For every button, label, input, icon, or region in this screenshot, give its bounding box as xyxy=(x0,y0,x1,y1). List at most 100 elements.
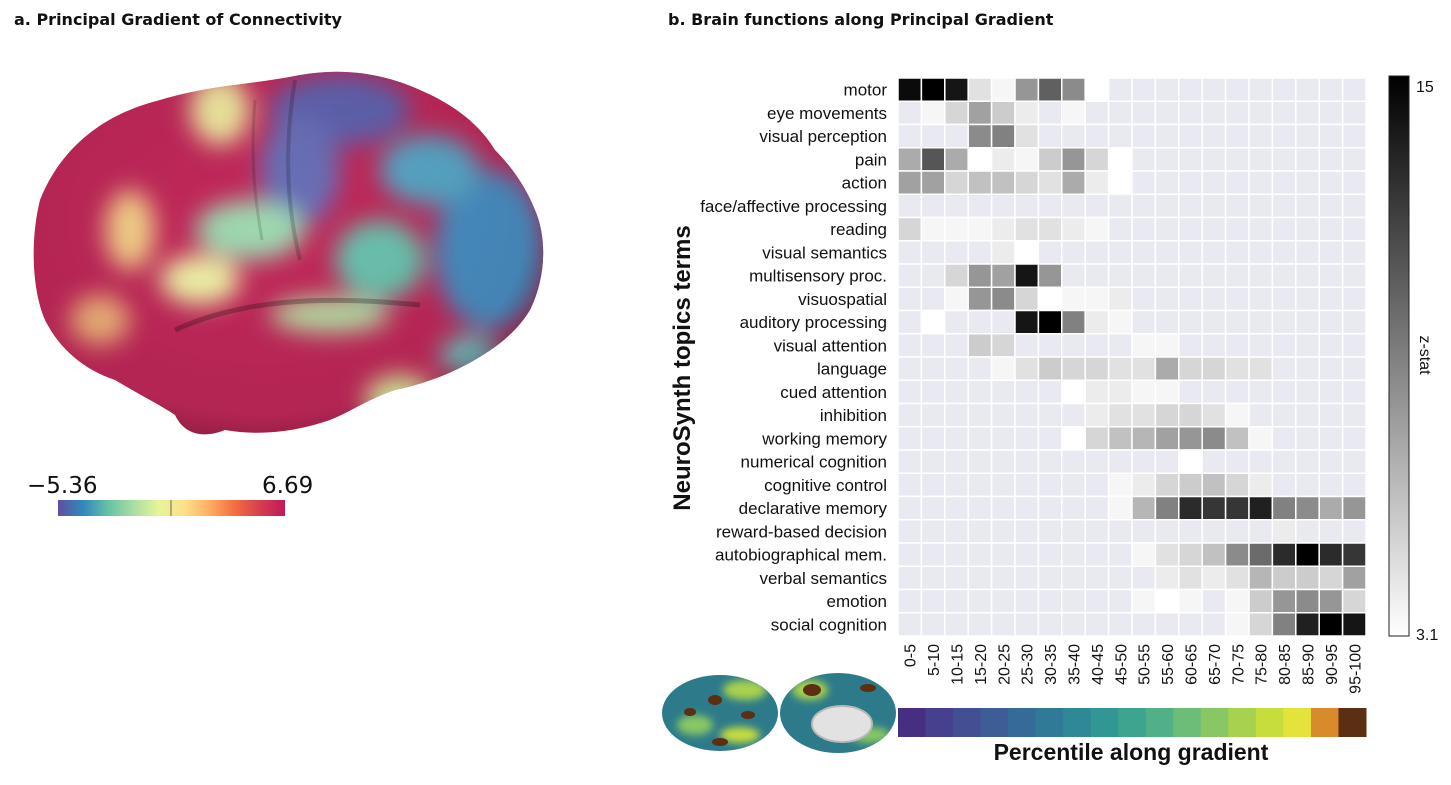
column-tick-label: 15-20 xyxy=(973,644,990,685)
heatmap-cell xyxy=(1131,356,1157,381)
heatmap-cell xyxy=(1201,100,1227,126)
heatmap-cell xyxy=(990,100,1016,126)
column-tick-label: 70-75 xyxy=(1230,644,1247,685)
heatmap-cell xyxy=(1318,309,1344,335)
heatmap-cell xyxy=(1178,495,1203,521)
heatmap-cell xyxy=(990,263,1016,288)
heatmap-cell xyxy=(1341,240,1367,265)
heatmap-cell xyxy=(897,309,923,335)
heatmap-cell xyxy=(1014,286,1040,312)
heatmap-cell xyxy=(1224,426,1250,451)
heatmap-cell xyxy=(1341,472,1367,498)
heatmap-cell xyxy=(920,588,946,614)
heatmap-cell xyxy=(990,193,1016,219)
heatmap-cell xyxy=(1295,263,1320,288)
percentile-swatch xyxy=(1063,708,1092,737)
heatmap-cell xyxy=(1201,449,1227,474)
heatmap-cell xyxy=(1178,77,1203,102)
column-tick-label: 75-80 xyxy=(1254,644,1271,685)
heatmap-cell xyxy=(967,356,993,381)
heatmap-cell xyxy=(1271,333,1297,358)
heatmap-cell xyxy=(1224,333,1250,358)
heatmap-cell xyxy=(1178,472,1203,498)
heatmap-cell xyxy=(897,263,923,288)
heatmap-cell xyxy=(1341,612,1367,637)
heatmap-cell xyxy=(944,565,969,591)
heatmap-cell xyxy=(967,240,993,265)
heatmap-cell xyxy=(1271,519,1297,544)
heatmap-cell xyxy=(944,240,969,265)
column-tick-label: 25-30 xyxy=(1020,644,1037,685)
heatmap-cell xyxy=(1014,147,1040,172)
heatmap-cell xyxy=(990,170,1016,195)
percentile-swatch xyxy=(1228,708,1257,737)
heatmap-cell xyxy=(1154,170,1180,195)
heatmap-cell xyxy=(1341,356,1367,381)
heatmap-cell xyxy=(1318,77,1344,102)
heatmap-cell xyxy=(967,286,993,312)
heatmap-cell xyxy=(1271,356,1297,381)
colorbar-a-max-label: 6.69 xyxy=(262,473,313,499)
heatmap-cell xyxy=(1201,263,1227,288)
heatmap-cell xyxy=(897,588,923,614)
heatmap-cell xyxy=(1271,123,1297,149)
heatmap-cell xyxy=(1061,286,1086,312)
heatmap-cell xyxy=(967,449,993,474)
heatmap-cell xyxy=(1201,379,1227,405)
heatmap-cell xyxy=(1248,309,1274,335)
heatmap-cell xyxy=(897,612,923,637)
heatmap-cell xyxy=(1271,216,1297,242)
heatmap-cell xyxy=(1014,495,1040,521)
heatmap-cell xyxy=(1084,356,1110,381)
heatmap-cell xyxy=(1295,123,1320,149)
row-label: cued attention xyxy=(780,383,887,402)
heatmap-cell xyxy=(1178,519,1203,544)
heatmap-cell xyxy=(1131,449,1157,474)
column-tick-label: 65-70 xyxy=(1207,644,1224,685)
column-tick-label: 0-5 xyxy=(903,644,920,667)
heatmap-cell xyxy=(1295,449,1320,474)
heatmap-cell xyxy=(944,100,969,126)
heatmap-cell xyxy=(1061,147,1086,172)
heatmap-cell xyxy=(1295,193,1320,219)
heatmap-cell xyxy=(1201,216,1227,242)
heatmap-cell xyxy=(1224,472,1250,498)
heatmap-cell xyxy=(967,426,993,451)
heatmap-cell xyxy=(1295,333,1320,358)
heatmap-cell xyxy=(1107,286,1133,312)
row-label: visual perception xyxy=(759,127,887,146)
row-label: social cognition xyxy=(771,615,887,634)
heatmap-cell xyxy=(1014,402,1040,428)
percentile-swatch xyxy=(925,708,954,737)
heatmap-cell xyxy=(920,170,946,195)
heatmap-cell xyxy=(1084,286,1110,312)
heatmap-cell xyxy=(967,333,993,358)
heatmap-cell xyxy=(1248,542,1274,567)
row-label: autobiographical mem. xyxy=(715,546,887,565)
heatmap-cell xyxy=(1271,472,1297,498)
heatmap-cell xyxy=(1084,542,1110,567)
heatmap-cell xyxy=(1201,588,1227,614)
heatmap-cell xyxy=(1295,286,1320,312)
heatmap-cell xyxy=(1178,426,1203,451)
column-tick-label: 95-100 xyxy=(1347,644,1364,694)
heatmap-cell xyxy=(1061,77,1086,102)
heatmap-cell xyxy=(1295,309,1320,335)
heatmap-cell xyxy=(920,472,946,498)
row-label: visual semantics xyxy=(762,243,887,262)
heatmap-cell xyxy=(944,170,969,195)
percentile-swatch xyxy=(1090,708,1119,737)
heatmap-cell xyxy=(1318,588,1344,614)
y-axis-title: NeuroSynth topics terms xyxy=(669,225,696,510)
heatmap-cell xyxy=(1084,472,1110,498)
heatmap-cell xyxy=(1131,379,1157,405)
heatmap-cell xyxy=(1271,170,1297,195)
heatmap-cell xyxy=(920,449,946,474)
heatmap-cell xyxy=(1224,286,1250,312)
heatmap-cell xyxy=(990,612,1016,637)
percentile-swatch xyxy=(1283,708,1312,737)
heatmap-cell xyxy=(967,123,993,149)
heatmap-cell xyxy=(1248,123,1274,149)
column-tick-label: 40-45 xyxy=(1090,644,1107,685)
heatmap-cell xyxy=(1037,240,1063,265)
